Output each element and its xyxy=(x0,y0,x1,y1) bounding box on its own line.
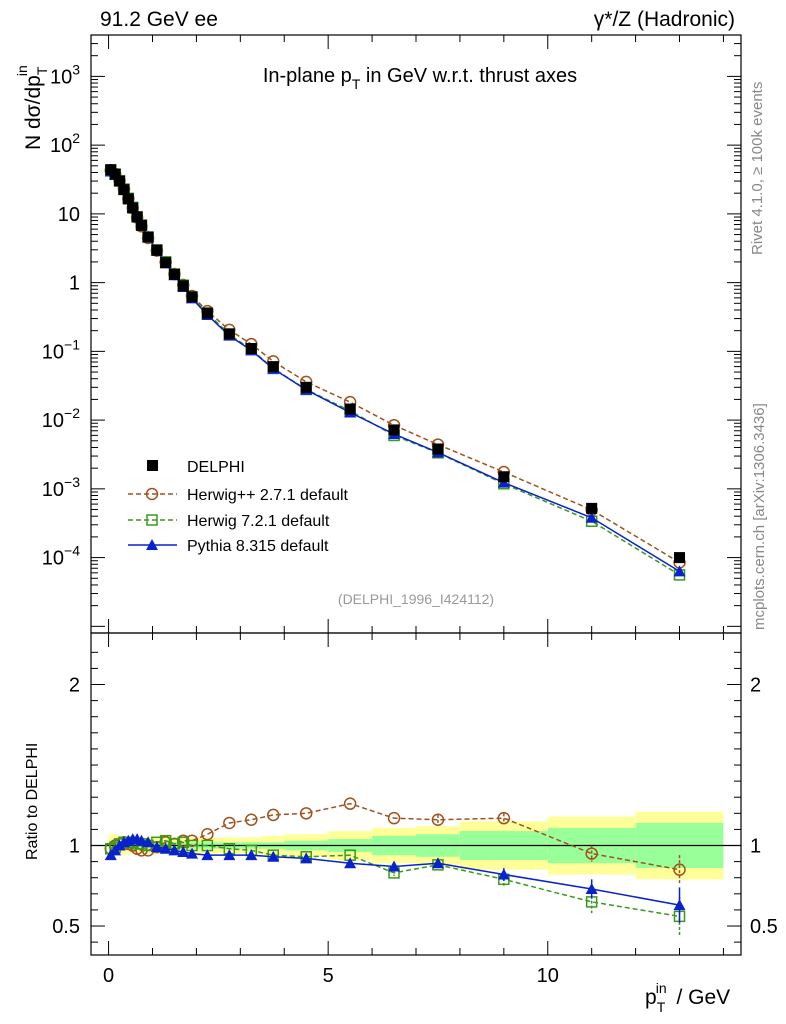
main-point-delphi xyxy=(186,291,198,303)
watermark: (DELPHI_1996_I424112) xyxy=(338,591,494,607)
y-main-tick-label: 10 xyxy=(58,204,80,226)
main-point-delphi xyxy=(168,268,180,280)
main-point-delphi xyxy=(223,328,235,340)
main-point-delphi xyxy=(586,502,598,514)
main-point-delphi xyxy=(160,257,172,269)
axis-ticks: 0 5 10 10−4 10−3 10−2 10−1 1 10 102 103 0.5 0.5 1 1 2 2 xyxy=(42,34,778,987)
title-pre: In-plane p xyxy=(263,65,352,87)
header-process: γ*/Z (Hadronic) xyxy=(594,8,735,31)
mcplots-label: mcplots.cern.ch [arXiv:1306.3436] xyxy=(751,403,768,630)
y-main-tick-label: 103 xyxy=(50,61,80,88)
svg-text:N dσ/dpTin: N dσ/dpTin xyxy=(14,65,50,150)
ratio-point-herwigpp xyxy=(431,813,445,827)
x-tick-label: 5 xyxy=(323,965,334,987)
main-point-delphi xyxy=(388,424,400,436)
legend-label-herwig7: Herwig 7.2.1 default xyxy=(187,513,330,530)
ratio-point-pythia xyxy=(267,850,280,862)
ratio-point-pythia xyxy=(245,849,258,861)
y-main-tick-label: 1 xyxy=(69,273,80,295)
legend: DELPHI Herwig++ 2.7.1 default Herwig 7.2… xyxy=(128,459,349,555)
legend-label-delphi: DELPHI xyxy=(187,459,245,476)
main-point-delphi xyxy=(142,231,154,243)
x-axis-label: pTin / GeV xyxy=(645,980,730,1015)
ratio-point-pythia xyxy=(142,836,155,848)
main-point-pythia xyxy=(673,565,686,577)
main-point-delphi xyxy=(114,175,126,187)
main-point-delphi xyxy=(267,361,279,373)
main-point-delphi xyxy=(118,184,130,196)
main-point-delphi xyxy=(201,307,213,319)
y-axis-label-main: N dσ/dpTin xyxy=(14,65,50,150)
ratio-point-pythia xyxy=(159,842,172,854)
ratio-point-herwigpp xyxy=(497,811,511,825)
legend-marker-pythia xyxy=(146,539,158,550)
title-sub: T xyxy=(352,76,361,92)
ratio-point-pythia xyxy=(388,860,401,872)
ratio-series xyxy=(104,797,686,936)
y-main-tick-label: 10−1 xyxy=(42,336,80,363)
main-point-delphi xyxy=(432,443,444,455)
legend-marker-herwig7 xyxy=(146,514,158,526)
ratio-point-pythia xyxy=(585,882,598,894)
main-point-delphi xyxy=(245,343,257,355)
ratio-point-pythia xyxy=(431,857,444,869)
title-post: in GeV w.r.t. thrust axes xyxy=(360,65,577,87)
ratio-point-pythia xyxy=(673,899,686,911)
ratio-point-pythia xyxy=(186,847,199,859)
main-point-delphi xyxy=(151,244,163,256)
main-point-delphi xyxy=(122,193,134,205)
main-point-pythia xyxy=(585,511,598,523)
main-point-delphi xyxy=(498,471,510,483)
main-point-delphi xyxy=(109,168,121,180)
ratio-point-herwigpp xyxy=(201,828,214,841)
main-series xyxy=(104,163,686,581)
header-energy: 91.2 GeV ee xyxy=(100,8,218,31)
ratio-point-herwigpp xyxy=(343,797,357,810)
legend-label-herwigpp: Herwig++ 2.7.1 default xyxy=(187,487,349,504)
y-ratio-tick-label-right: 1 xyxy=(750,836,761,858)
y-main-tick-label: 10−3 xyxy=(42,474,80,501)
plot-title: In-plane pT in GeV w.r.t. thrust axes xyxy=(263,65,577,92)
x-tick-label: 10 xyxy=(537,965,559,987)
ratio-point-pythia xyxy=(497,868,510,880)
ratio-point-pythia xyxy=(223,849,236,861)
main-point-delphi xyxy=(177,280,189,292)
ratio-point-pythia xyxy=(177,845,190,857)
ratio-point-herwigpp xyxy=(267,808,280,822)
y-ratio-tick-label: 1 xyxy=(69,836,80,858)
main-point-delphi xyxy=(674,552,686,564)
ratio-point-pythia xyxy=(168,844,181,856)
y-ratio-tick-label: 0.5 xyxy=(52,916,80,938)
legend-marker-delphi xyxy=(147,460,158,471)
ratio-point-herwigpp xyxy=(223,816,236,830)
main-point-delphi xyxy=(344,403,356,415)
ratio-point-herwigpp xyxy=(387,811,401,825)
y-ratio-tick-label-right: 0.5 xyxy=(750,916,778,938)
y-ratio-tick-label-right: 2 xyxy=(750,675,761,697)
ratio-point-herwigpp xyxy=(245,813,258,827)
main-point-delphi xyxy=(136,219,148,231)
ratio-point-pythia xyxy=(300,852,313,864)
y-main-tick-label: 10−2 xyxy=(42,405,80,432)
y-axis-label-ratio: Ratio to DELPHI xyxy=(24,743,41,860)
legend-label-pythia: Pythia 8.315 default xyxy=(187,538,329,555)
legend-marker-herwigpp xyxy=(145,487,159,501)
main-point-delphi xyxy=(131,211,143,223)
y-main-tick-label: 10−4 xyxy=(42,543,80,570)
ratio-point-pythia xyxy=(201,849,214,861)
main-point-delphi xyxy=(127,202,139,214)
ratio-point-herwigpp xyxy=(585,847,598,860)
ratio-point-herwigpp xyxy=(673,863,686,876)
ratio-plot-frame xyxy=(90,632,742,956)
main-point-delphi xyxy=(300,381,312,393)
y-ratio-tick-label: 2 xyxy=(69,675,80,697)
ratio-point-pythia xyxy=(150,841,163,853)
y-main-tick-label: 102 xyxy=(50,130,80,157)
ratio-point-herwigpp xyxy=(299,807,313,820)
x-tick-label: 0 xyxy=(103,965,114,987)
rivet-label: Rivet 4.1.0, ≥ 100k events xyxy=(749,82,766,255)
ratio-point-pythia xyxy=(344,857,357,869)
